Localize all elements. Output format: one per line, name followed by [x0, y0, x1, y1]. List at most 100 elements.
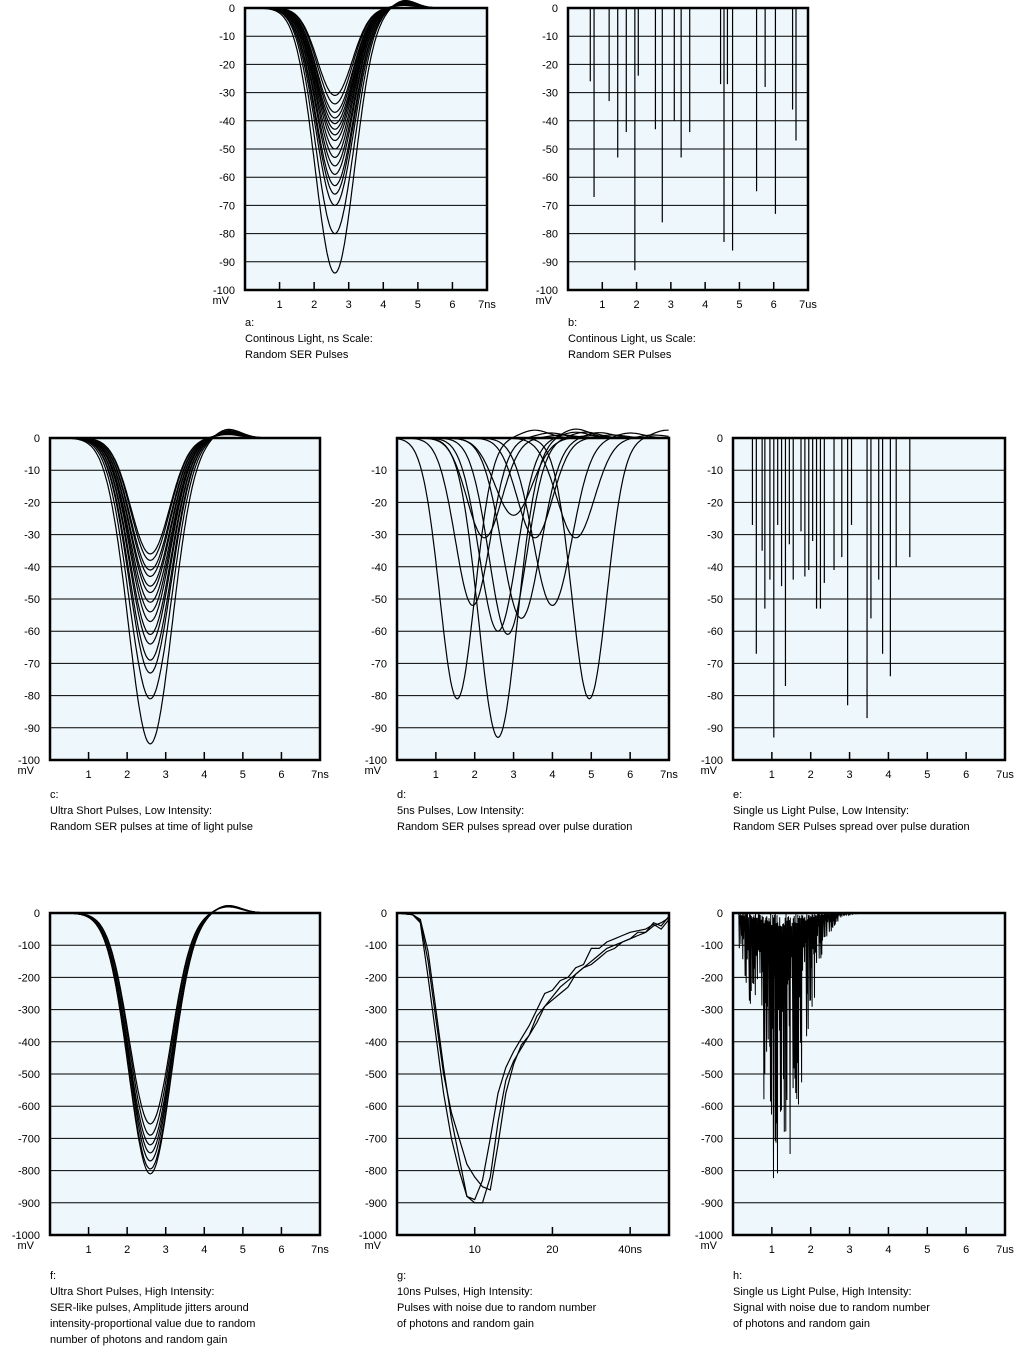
y-tick-label: -10 [24, 465, 40, 477]
x-tick-label: 6 [278, 769, 284, 781]
y-tick-label: -50 [219, 144, 235, 156]
caption-line: Continous Light, us Scale: [568, 333, 696, 345]
caption-letter: d: [397, 789, 407, 801]
y-tick-label: -10 [542, 31, 558, 43]
x-tick-label: 4 [380, 299, 386, 311]
chart-caption: a: Continous Light, ns Scale: Random SER P… [245, 315, 373, 363]
y-unit-label: mV [701, 765, 718, 777]
x-tick-label: 7us [799, 299, 817, 311]
y-tick-label: -400 [365, 1037, 387, 1049]
caption-letter: b: [568, 317, 578, 329]
y-unit-label: mV [18, 765, 35, 777]
y-tick-label: -50 [24, 594, 40, 606]
caption-line: Random SER Pulses [245, 349, 349, 361]
y-tick-label: -70 [371, 658, 387, 670]
y-tick-label: -200 [18, 972, 40, 984]
x-tick-label: 3 [511, 769, 517, 781]
x-tick-label: 3 [847, 769, 853, 781]
caption-line: 5ns Pulses, Low Intensity: [397, 805, 525, 817]
plot-frame [731, 911, 1007, 1237]
y-tick-label: -800 [18, 1166, 40, 1178]
x-tick-label: 6 [278, 1244, 284, 1256]
y-tick-label: -70 [542, 200, 558, 212]
plot-frame [48, 911, 322, 1237]
panel-b: 0 -10 -20 -30 -40 -50 -60 -70 -80 -90 -100 mV 1 2 3 4 5 6… [525, 3, 825, 375]
y-tick-label: -70 [24, 658, 40, 670]
plot-frame [395, 436, 671, 762]
x-tick-label: 5 [240, 1244, 246, 1256]
y-tick-label: 0 [717, 433, 723, 445]
x-tick-label: 2 [808, 1244, 814, 1256]
caption-line: SER-like pulses, Amplitude jitters aroun… [50, 1302, 249, 1314]
y-tick-label: -30 [371, 530, 387, 542]
y-tick-label: -100 [18, 755, 40, 767]
y-unit-label: mV [213, 295, 230, 307]
x-tick-label: 2 [472, 769, 478, 781]
x-tick-label: 1 [769, 769, 775, 781]
caption-line: Random SER pulses spread over pulse dura… [397, 821, 633, 833]
x-tick-label: 5 [240, 769, 246, 781]
x-tick-label: 2 [124, 769, 130, 781]
y-tick-label: -30 [707, 530, 723, 542]
x-tick-label: 3 [163, 1244, 169, 1256]
panel-a: 0 -10 -20 -30 -40 -50 -60 -70 -80 -90 -100 mV 1 2 3 4 5 6… [200, 0, 500, 375]
chart-caption: c: Ultra Short Pulses, Low Intensity: Rand… [50, 787, 253, 835]
y-tick-label: -700 [18, 1133, 40, 1145]
chart-caption: e: Single us Light Pulse, Low Intensity: R… [733, 787, 970, 835]
y-tick-label: 0 [381, 908, 387, 920]
x-tick-label: 1 [277, 299, 283, 311]
y-tick-label: -100 [213, 285, 235, 297]
y-tick-label: -40 [24, 562, 40, 574]
caption-line: 10ns Pulses, High Intensity: [397, 1286, 533, 1298]
y-tick-label: -500 [701, 1069, 723, 1081]
x-tick-label: 5 [924, 1244, 930, 1256]
chart-caption: b: Continous Light, us Scale: Random SER P… [568, 315, 696, 363]
y-tick-label: -1000 [359, 1230, 387, 1242]
x-tick-label: 6 [627, 769, 633, 781]
y-tick-label: -50 [371, 594, 387, 606]
caption-line: Ultra Short Pulses, Low Intensity: [50, 805, 213, 817]
x-tick-label: 7ns [311, 769, 329, 781]
y-unit-label: mV [18, 1240, 35, 1252]
y-tick-label: -60 [219, 172, 235, 184]
caption-letter: g: [397, 1270, 407, 1282]
y-tick-label: -1000 [12, 1230, 40, 1242]
y-tick-label: -70 [219, 200, 235, 212]
caption-line: Random SER pulses at time of light pulse [50, 821, 253, 833]
y-tick-label: -90 [371, 723, 387, 735]
y-tick-label: -10 [371, 465, 387, 477]
y-tick-label: -20 [542, 59, 558, 71]
y-unit-label: mV [536, 295, 553, 307]
y-tick-label: -500 [365, 1069, 387, 1081]
caption-letter: f: [50, 1270, 57, 1282]
x-tick-label: 5 [415, 299, 421, 311]
panel-d: -10 -20 -30 -40 -50 -60 -70 -80 -90 -100 mV 1 2 3 4 5 6 7… [355, 428, 685, 840]
y-tick-label: 0 [717, 908, 723, 920]
y-tick-label: -70 [707, 658, 723, 670]
y-tick-label: -600 [701, 1101, 723, 1113]
y-tick-label: -800 [365, 1166, 387, 1178]
y-tick-label: -10 [219, 31, 235, 43]
y-tick-label: -600 [18, 1101, 40, 1113]
x-tick-label: 7ns [660, 769, 678, 781]
plot-frame [243, 6, 489, 292]
y-tick-label: -50 [542, 144, 558, 156]
chart-caption: d: 5ns Pulses, Low Intensity: Random SER p… [397, 787, 632, 835]
chart-caption: h: Single us Light Pulse, High Intensity:… [733, 1268, 930, 1332]
x-tick-label: 6 [771, 299, 777, 311]
y-tick-label: -80 [542, 229, 558, 241]
chart-svg: 0 -100 -200 -300 -400 -500 -600 -700 -800 -900 -10… [12, 905, 329, 1256]
caption-line: Pulses with noise due to random number [397, 1302, 597, 1314]
chart-caption: g: 10ns Pulses, High Intensity: Pulses wit… [397, 1268, 596, 1332]
x-tick-label: 1 [433, 769, 439, 781]
y-tick-label: -100 [365, 755, 387, 767]
panel-g: 0 -100 -200 -300 -400 -500 -600 -700 -800 -900 -10… [355, 908, 685, 1355]
caption-line: Continous Light, ns Scale: [245, 333, 373, 345]
y-tick-label: -60 [707, 626, 723, 638]
x-tick-label: 5 [924, 769, 930, 781]
y-tick-label: -60 [542, 172, 558, 184]
y-tick-label: -40 [371, 562, 387, 574]
